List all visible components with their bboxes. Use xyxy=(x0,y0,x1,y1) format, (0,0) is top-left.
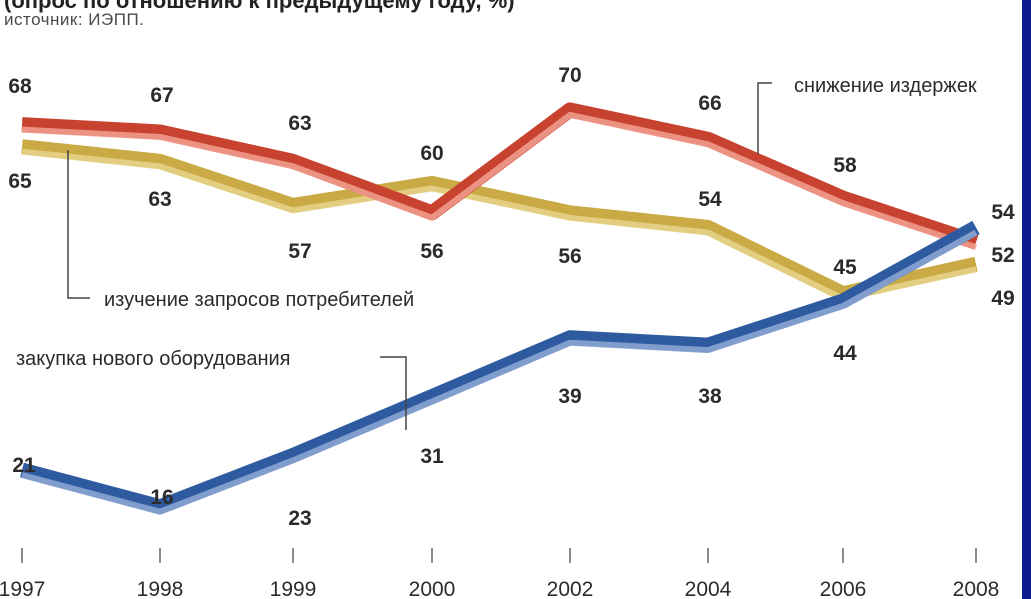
data-label-s1: 68 xyxy=(8,75,32,98)
series-highlight-1 xyxy=(21,111,977,251)
data-label-s3: 31 xyxy=(420,445,444,468)
data-label-s1: 70 xyxy=(558,64,581,87)
chart-source: источник: ИЭПП. xyxy=(4,10,145,29)
data-label-s2: 49 xyxy=(991,287,1014,310)
x-tick-label: 2004 xyxy=(685,578,732,599)
x-tick-label: 2008 xyxy=(953,578,1000,599)
data-label-s2: 54 xyxy=(698,188,722,211)
data-label-s2: 65 xyxy=(8,170,32,193)
series-highlight-3 xyxy=(21,229,978,515)
x-tick-label: 1999 xyxy=(270,578,317,599)
data-label-s3: 23 xyxy=(288,507,311,530)
leader-line-2 xyxy=(67,150,90,299)
data-label-s1: 56 xyxy=(420,240,443,263)
data-label-s3: 21 xyxy=(12,454,36,477)
series-highlight-2 xyxy=(21,148,977,302)
series-line-3 xyxy=(20,220,980,515)
data-label-s1: 58 xyxy=(833,154,857,177)
series-label-2: изучение запросов потребителей xyxy=(104,289,414,311)
data-label-s1: 66 xyxy=(698,92,721,115)
leader-line-1 xyxy=(757,82,772,154)
data-label-s2: 45 xyxy=(833,256,857,279)
series-label-3: закупка нового оборудования xyxy=(16,348,291,370)
x-tick-label: 2000 xyxy=(409,578,456,599)
chart-title: (опрос по отношению к предыдущему году, … xyxy=(4,0,515,13)
data-label-s3: 44 xyxy=(833,342,857,365)
data-label-s1: 67 xyxy=(150,84,173,107)
data-label-s2: 60 xyxy=(420,142,443,165)
data-label-s2: 63 xyxy=(148,188,171,211)
frame-edge xyxy=(1022,0,1031,599)
x-tick-label: 1997 xyxy=(0,578,45,599)
data-label-s2: 57 xyxy=(288,240,311,263)
data-label-s2: 56 xyxy=(558,245,581,268)
data-label-s3: 38 xyxy=(698,385,722,408)
x-tick-label: 1998 xyxy=(137,578,184,599)
data-label-s3: 54 xyxy=(991,201,1015,224)
data-label-s3: 16 xyxy=(150,486,173,509)
series-label-1: снижение издержек xyxy=(794,75,977,97)
leader-line-3 xyxy=(380,356,407,430)
data-label-s1: 63 xyxy=(288,112,311,135)
data-label-s3: 39 xyxy=(558,385,581,408)
series-line-1 xyxy=(21,102,979,250)
x-tick-label: 2006 xyxy=(820,578,867,599)
data-label-s1: 52 xyxy=(991,244,1014,267)
x-tick-label: 2002 xyxy=(547,578,594,599)
series-line-2 xyxy=(21,139,978,302)
